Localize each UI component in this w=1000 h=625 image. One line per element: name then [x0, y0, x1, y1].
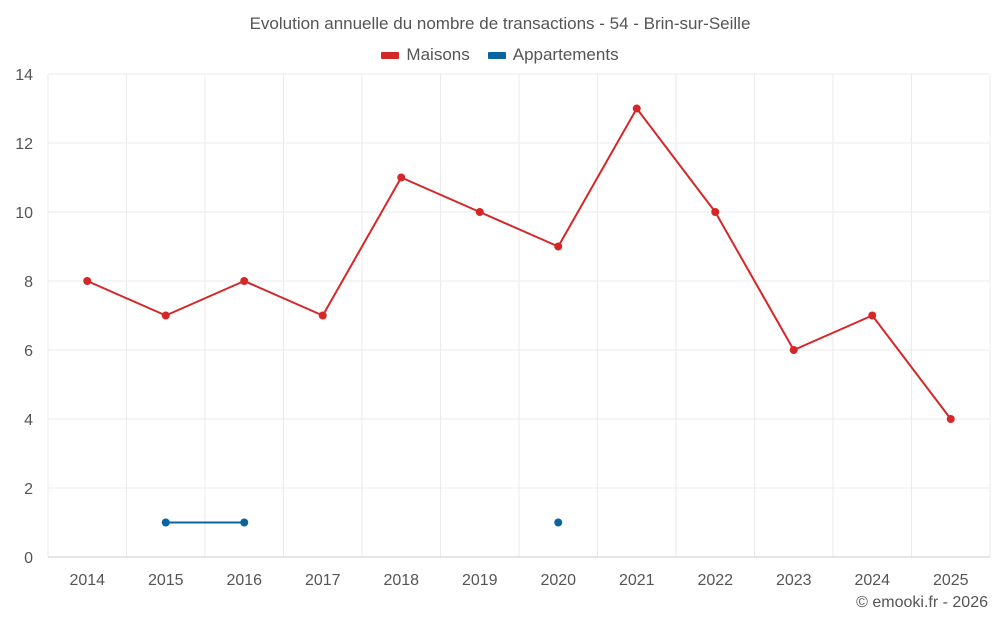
data-point-maisons	[632, 104, 641, 113]
copyright-credit: © emooki.fr - 2026	[856, 594, 988, 611]
data-point-appartements	[161, 518, 170, 527]
x-tick-label: 2016	[226, 572, 262, 589]
series-line-maisons	[86, 107, 952, 420]
data-point-maisons	[711, 208, 720, 216]
data-point-maisons	[554, 242, 563, 251]
x-tick-label: 2020	[540, 572, 576, 589]
y-tick-label: 6	[24, 343, 33, 360]
data-point-appartements	[554, 518, 563, 527]
data-point-maisons	[83, 277, 92, 285]
data-point-maisons	[789, 346, 798, 354]
x-tick-label: 2021	[619, 572, 655, 589]
y-tick-label: 12	[15, 136, 33, 153]
data-point-maisons	[868, 311, 877, 320]
x-tick-label: 2025	[933, 572, 969, 589]
y-tick-label: 0	[24, 550, 33, 567]
legend-swatch-maisons	[381, 51, 400, 59]
legend-item-maisons[interactable]: Maisons	[381, 45, 470, 65]
data-point-maisons	[161, 311, 170, 320]
x-tick-label: 2017	[305, 572, 341, 589]
legend-swatch-appartements	[487, 51, 506, 59]
legend-label-maisons: Maisons	[406, 45, 470, 64]
y-tick-label: 14	[15, 67, 33, 84]
x-tick-label: 2014	[69, 572, 105, 589]
data-point-maisons	[475, 208, 484, 216]
legend-label-appartements: Appartements	[512, 45, 619, 64]
y-tick-label: 2	[24, 481, 33, 498]
y-tick-label: 10	[15, 205, 33, 222]
x-tick-label: 2024	[854, 572, 890, 589]
data-point-appartements	[240, 518, 249, 527]
chart-title: Evolution annuelle du nombre de transact…	[249, 14, 751, 33]
data-point-maisons	[397, 173, 406, 182]
legend: Maisons Appartements	[0, 45, 1000, 65]
x-tick-label: 2015	[148, 572, 184, 589]
data-point-maisons	[240, 277, 249, 285]
x-tick-label: 2023	[776, 572, 812, 589]
y-tick-label: 8	[24, 274, 33, 291]
data-point-maisons	[946, 415, 955, 423]
data-point-maisons	[318, 311, 327, 320]
x-tick-label: 2022	[697, 572, 733, 589]
x-tick-label: 2019	[462, 572, 498, 589]
legend-item-appartements[interactable]: Appartements	[487, 45, 619, 65]
y-tick-label: 4	[24, 412, 33, 429]
x-tick-label: 2018	[383, 572, 419, 589]
